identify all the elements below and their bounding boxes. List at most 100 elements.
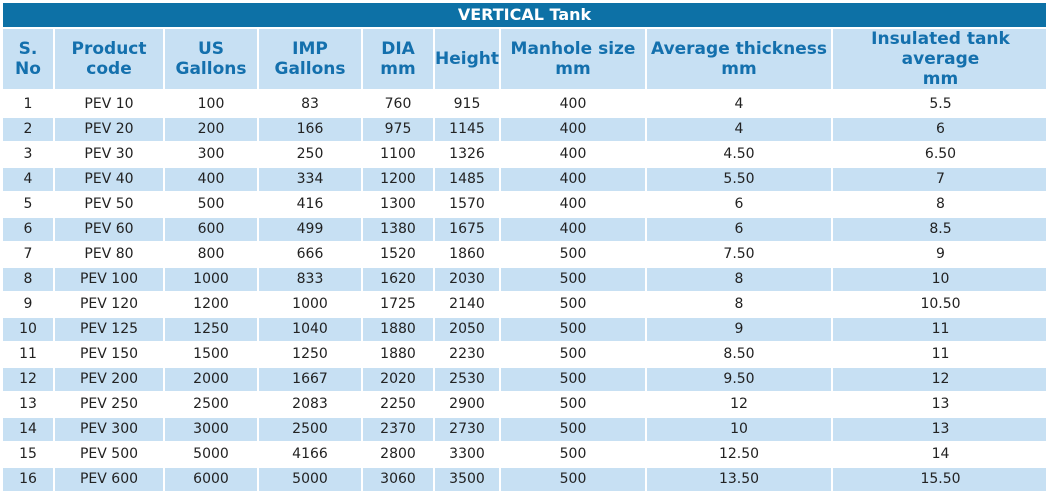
cell-dia: 2370 <box>363 416 433 441</box>
cell-product-code: PEV 10 <box>55 89 163 116</box>
cell-height: 2030 <box>435 266 499 291</box>
table-row: 11 PEV 150 1500 1250 1880 2230 500 8.50 11 <box>3 341 1046 366</box>
cell-dia: 1880 <box>363 316 433 341</box>
cell-insulated-average: 11 <box>833 341 1046 366</box>
cell-manhole-size: 500 <box>501 291 645 316</box>
header-product-code-line: Product <box>71 39 147 59</box>
cell-dia: 2020 <box>363 366 433 391</box>
cell-insulated-average: 12 <box>833 366 1046 391</box>
table-row: 16 PEV 600 6000 5000 3060 3500 500 13.50 15.50 <box>3 466 1046 491</box>
cell-dia: 760 <box>363 89 433 116</box>
cell-insulated-average: 10 <box>833 266 1046 291</box>
cell-insulated-average: 13 <box>833 391 1046 416</box>
cell-product-code: PEV 50 <box>55 191 163 216</box>
cell-product-code: PEV 20 <box>55 116 163 141</box>
cell-product-code: PEV 40 <box>55 166 163 191</box>
cell-sno: 1 <box>3 89 53 116</box>
cell-insulated-average: 9 <box>833 241 1046 266</box>
cell-manhole-size: 400 <box>501 216 645 241</box>
cell-height: 1326 <box>435 141 499 166</box>
table-row: 1 PEV 10 100 83 760 915 400 4 5.5 <box>3 89 1046 116</box>
cell-manhole-size: 400 <box>501 89 645 116</box>
cell-average-thickness: 12.50 <box>647 441 831 466</box>
cell-imp-gallons: 1000 <box>259 291 361 316</box>
cell-us-gallons: 1000 <box>165 266 257 291</box>
cell-imp-gallons: 334 <box>259 166 361 191</box>
cell-us-gallons: 2500 <box>165 391 257 416</box>
cell-height: 2530 <box>435 366 499 391</box>
cell-sno: 5 <box>3 191 53 216</box>
cell-product-code: PEV 600 <box>55 466 163 491</box>
cell-insulated-average: 11 <box>833 316 1046 341</box>
table-body: 1 PEV 10 100 83 760 915 400 4 5.5 2 PEV 20 200 166 97… <box>3 89 1046 491</box>
cell-product-code: PEV 500 <box>55 441 163 466</box>
cell-dia: 1520 <box>363 241 433 266</box>
cell-average-thickness: 9 <box>647 316 831 341</box>
cell-us-gallons: 600 <box>165 216 257 241</box>
cell-average-thickness: 6 <box>647 216 831 241</box>
cell-height: 1145 <box>435 116 499 141</box>
cell-product-code: PEV 250 <box>55 391 163 416</box>
cell-dia: 975 <box>363 116 433 141</box>
cell-average-thickness: 8 <box>647 291 831 316</box>
cell-height: 1485 <box>435 166 499 191</box>
cell-imp-gallons: 4166 <box>259 441 361 466</box>
cell-product-code: PEV 80 <box>55 241 163 266</box>
cell-manhole-size: 500 <box>501 466 645 491</box>
cell-manhole-size: 400 <box>501 116 645 141</box>
cell-average-thickness: 4.50 <box>647 141 831 166</box>
cell-average-thickness: 4 <box>647 89 831 116</box>
table-row: 3 PEV 30 300 250 1100 1326 400 4.50 6.50 <box>3 141 1046 166</box>
cell-product-code: PEV 200 <box>55 366 163 391</box>
cell-us-gallons: 300 <box>165 141 257 166</box>
header-average-thickness-line: Average thickness <box>651 39 827 59</box>
cell-average-thickness: 9.50 <box>647 366 831 391</box>
cell-sno: 4 <box>3 166 53 191</box>
cell-imp-gallons: 499 <box>259 216 361 241</box>
header-row: S. No Product code US Gallons IMP Gallons DIA mm H… <box>3 29 1046 89</box>
header-sno-line: No <box>15 59 41 79</box>
cell-height: 2730 <box>435 416 499 441</box>
cell-height: 1860 <box>435 241 499 266</box>
table-row: 15 PEV 500 5000 4166 2800 3300 500 12.50 14 <box>3 441 1046 466</box>
cell-sno: 3 <box>3 141 53 166</box>
cell-product-code: PEV 100 <box>55 266 163 291</box>
cell-insulated-average: 6 <box>833 116 1046 141</box>
cell-average-thickness: 7.50 <box>647 241 831 266</box>
cell-manhole-size: 400 <box>501 191 645 216</box>
cell-height: 2230 <box>435 341 499 366</box>
header-dia-line: DIA <box>381 39 415 59</box>
cell-dia: 2800 <box>363 441 433 466</box>
cell-height: 2900 <box>435 391 499 416</box>
cell-sno: 7 <box>3 241 53 266</box>
cell-sno: 6 <box>3 216 53 241</box>
header-dia-line: mm <box>380 59 416 79</box>
cell-us-gallons: 500 <box>165 191 257 216</box>
cell-imp-gallons: 1667 <box>259 366 361 391</box>
cell-dia: 1200 <box>363 166 433 191</box>
table-row: 4 PEV 40 400 334 1200 1485 400 5.50 7 <box>3 166 1046 191</box>
header-imp-gallons: IMP Gallons <box>259 29 361 89</box>
cell-manhole-size: 500 <box>501 416 645 441</box>
cell-manhole-size: 500 <box>501 366 645 391</box>
cell-insulated-average: 14 <box>833 441 1046 466</box>
cell-us-gallons: 5000 <box>165 441 257 466</box>
cell-sno: 16 <box>3 466 53 491</box>
table-row: 2 PEV 20 200 166 975 1145 400 4 6 <box>3 116 1046 141</box>
cell-height: 1675 <box>435 216 499 241</box>
cell-sno: 8 <box>3 266 53 291</box>
cell-average-thickness: 4 <box>647 116 831 141</box>
cell-manhole-size: 500 <box>501 241 645 266</box>
cell-us-gallons: 1200 <box>165 291 257 316</box>
cell-product-code: PEV 120 <box>55 291 163 316</box>
cell-product-code: PEV 125 <box>55 316 163 341</box>
cell-average-thickness: 10 <box>647 416 831 441</box>
table-row: 9 PEV 120 1200 1000 1725 2140 500 8 10.50 <box>3 291 1046 316</box>
cell-imp-gallons: 1250 <box>259 341 361 366</box>
cell-us-gallons: 3000 <box>165 416 257 441</box>
header-height: Height <box>435 29 499 89</box>
header-imp-gallons-line: IMP <box>292 39 328 59</box>
cell-us-gallons: 1250 <box>165 316 257 341</box>
cell-us-gallons: 1500 <box>165 341 257 366</box>
